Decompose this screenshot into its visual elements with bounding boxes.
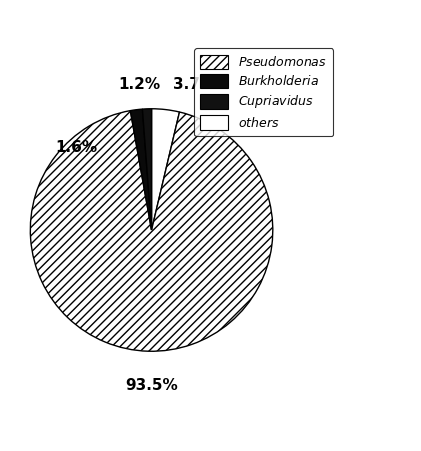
Wedge shape xyxy=(142,109,152,230)
Text: 1.2%: 1.2% xyxy=(118,77,160,92)
Wedge shape xyxy=(152,109,179,230)
Text: 1.6%: 1.6% xyxy=(55,140,97,155)
Wedge shape xyxy=(131,109,152,230)
Legend: $\it{Pseudomonas}$, $\it{Burkholderia}$, $\it{Cupriavidus}$, $\it{others}$: $\it{Pseudomonas}$, $\it{Burkholderia}$,… xyxy=(194,48,333,136)
Wedge shape xyxy=(30,110,273,351)
Text: 93.5%: 93.5% xyxy=(125,377,178,393)
Text: 3.7%: 3.7% xyxy=(173,77,215,92)
